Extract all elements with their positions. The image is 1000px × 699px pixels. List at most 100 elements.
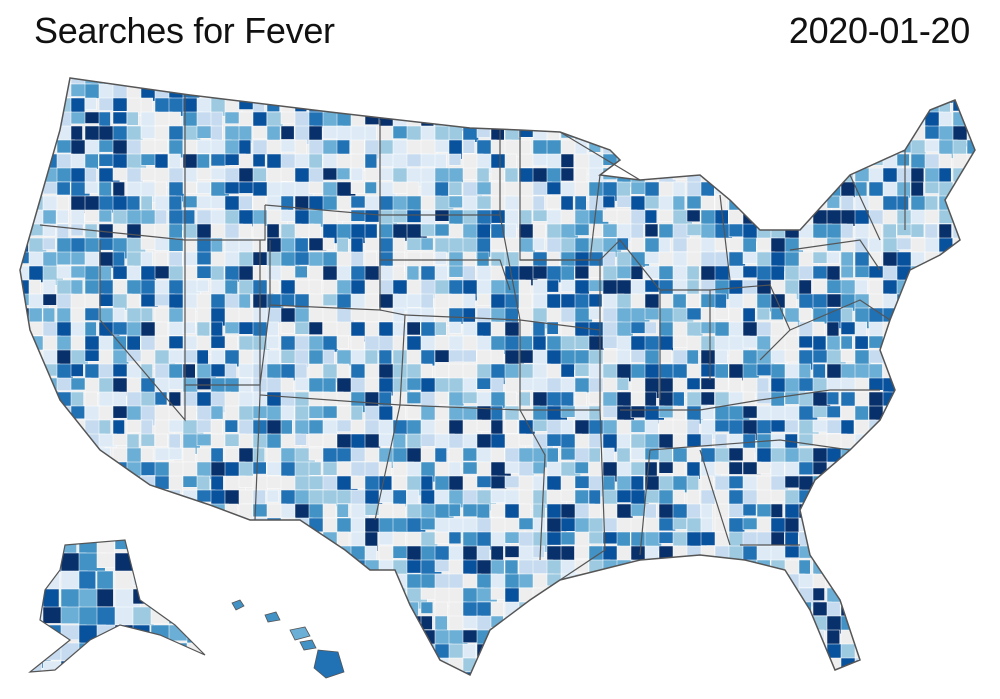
county-cell xyxy=(924,517,939,539)
county-cell xyxy=(728,447,746,462)
county-cell xyxy=(714,349,728,364)
county-cell xyxy=(882,475,904,489)
county-cell xyxy=(280,657,300,674)
contiguous-us xyxy=(19,77,976,699)
county-cell xyxy=(20,461,29,479)
county-cell xyxy=(168,447,183,460)
county-cell xyxy=(70,223,84,237)
county-cell xyxy=(42,78,60,85)
county-cell xyxy=(742,125,760,144)
alaska-region-cell xyxy=(150,540,172,562)
county-cell xyxy=(364,391,380,408)
county-cell xyxy=(238,321,254,335)
county-cell xyxy=(799,686,811,699)
county-cell xyxy=(308,335,324,351)
county-cell xyxy=(798,335,813,349)
county-cell xyxy=(924,573,947,589)
county-cell xyxy=(896,335,918,357)
county-cell xyxy=(518,671,538,675)
county-cell xyxy=(57,686,68,699)
county-cell xyxy=(350,335,365,350)
county-cell xyxy=(644,643,665,659)
county-cell xyxy=(574,629,596,648)
county-cell xyxy=(252,545,271,563)
county-cell xyxy=(952,433,967,447)
county-cell xyxy=(784,671,807,675)
county-cell xyxy=(266,573,281,596)
county-cell xyxy=(112,671,131,675)
county-cell xyxy=(812,517,829,535)
county-cell xyxy=(728,153,744,168)
county-cell xyxy=(644,111,657,128)
county-cell xyxy=(602,643,619,660)
county-cell xyxy=(448,167,464,183)
county-cell xyxy=(462,97,484,113)
county-cell xyxy=(308,601,329,618)
county-cell xyxy=(546,307,563,324)
county-cell xyxy=(308,321,323,335)
county-cell xyxy=(28,83,44,105)
county-cell xyxy=(882,573,899,588)
county-cell xyxy=(504,97,521,117)
county-cell xyxy=(42,489,63,503)
county-cell xyxy=(966,629,975,647)
alaska-region-cell xyxy=(60,660,85,672)
county-cell xyxy=(896,629,914,651)
county-cell xyxy=(812,671,828,675)
county-cell xyxy=(840,475,858,496)
county-cell xyxy=(546,615,566,636)
county-cell xyxy=(98,209,112,223)
county-cell xyxy=(756,489,772,505)
county-cell xyxy=(560,195,574,212)
county-cell xyxy=(910,279,931,295)
county-cell xyxy=(224,405,240,422)
county-cell xyxy=(42,671,57,675)
county-cell xyxy=(896,377,912,392)
county-cell xyxy=(532,419,548,432)
county-cell xyxy=(924,181,940,194)
county-cell xyxy=(742,181,764,195)
county-cell xyxy=(309,686,327,697)
county-cell xyxy=(238,671,251,675)
county-cell xyxy=(924,265,939,283)
county-cell xyxy=(798,629,820,643)
county-cell xyxy=(686,447,701,464)
county-cell xyxy=(99,686,118,699)
county-cell xyxy=(840,78,860,90)
county-cell xyxy=(322,377,337,394)
county-cell xyxy=(616,111,636,124)
county-cell xyxy=(350,587,367,604)
county-cell xyxy=(420,671,436,675)
county-cell xyxy=(630,78,647,85)
county-cell xyxy=(434,265,448,281)
county-cell xyxy=(504,531,522,544)
county-cell xyxy=(378,78,392,90)
county-cell xyxy=(364,601,386,614)
county-cell xyxy=(112,629,132,650)
county-cell xyxy=(812,335,827,352)
county-cell xyxy=(896,489,915,503)
alaska-region-cell xyxy=(186,552,205,572)
county-cell xyxy=(20,615,28,632)
county-cell xyxy=(672,559,693,581)
county-cell xyxy=(925,686,942,699)
county-cell xyxy=(504,615,521,633)
county-cell xyxy=(784,587,797,606)
county-cell xyxy=(966,363,975,380)
county-cell xyxy=(812,111,828,128)
county-cell xyxy=(364,573,380,590)
county-cell xyxy=(616,153,637,173)
alaska-region-cell xyxy=(96,540,115,555)
county-cell xyxy=(420,293,434,309)
county-cell xyxy=(28,545,50,560)
county-cell xyxy=(924,447,944,469)
county-cell xyxy=(322,237,335,251)
county-cell xyxy=(56,433,75,455)
county-cell xyxy=(938,363,959,382)
county-cell xyxy=(728,419,745,436)
county-cell xyxy=(658,559,680,572)
county-cell xyxy=(56,181,71,196)
county-cell xyxy=(826,489,846,505)
county-cell xyxy=(280,559,300,582)
county-cell xyxy=(140,433,155,447)
